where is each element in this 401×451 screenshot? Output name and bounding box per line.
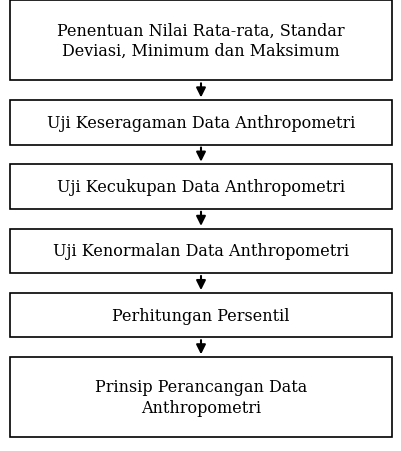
Text: Prinsip Perancangan Data
Anthropometri: Prinsip Perancangan Data Anthropometri (95, 378, 306, 416)
Text: Uji Kecukupan Data Anthropometri: Uji Kecukupan Data Anthropometri (57, 179, 344, 196)
Bar (10, 357, 391, 437)
Text: Uji Kenormalan Data Anthropometri: Uji Kenormalan Data Anthropometri (53, 243, 348, 260)
Bar (10, 1, 391, 81)
Text: Perhitungan Persentil: Perhitungan Persentil (112, 307, 289, 324)
Bar (10, 293, 391, 338)
Text: Penentuan Nilai Rata-rata, Standar
Deviasi, Minimum dan Maksimum: Penentuan Nilai Rata-rata, Standar Devia… (57, 23, 344, 60)
Text: Uji Keseragaman Data Anthropometri: Uji Keseragaman Data Anthropometri (47, 115, 354, 132)
Bar (10, 229, 391, 273)
Bar (10, 101, 391, 145)
Bar (10, 165, 391, 209)
